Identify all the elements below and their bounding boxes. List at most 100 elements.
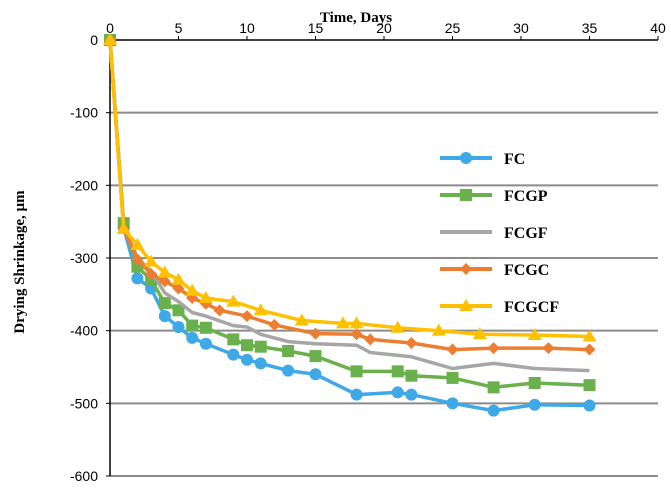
data-point-fcgcf [527,328,542,341]
data-point-fcgcf [130,237,145,250]
data-point-fc [528,398,541,411]
data-point-fcgp [158,297,171,310]
data-point-fc [391,386,404,399]
legend-item-fcgf: FCGF [440,225,548,242]
series-fc [104,34,596,417]
legend-label-fcgf: FCGF [504,225,548,242]
legend-item-fcgp: FCGP [440,188,548,205]
data-point-fcgp [199,321,212,334]
data-point-fcgp [172,304,185,317]
data-point-fcgp [487,381,500,394]
data-point-fcgp [282,345,295,358]
data-point-fc [309,368,322,381]
data-point-fcgcf [431,323,446,336]
x-tick-label: 15 [308,20,324,36]
tick-labels: 0 5 10 15 20 25 30 35 40 0 -100 -200 -300 -400 -500 -60… [70,20,666,484]
y-tick-label: -500 [70,395,98,411]
data-point-fcgp [227,333,240,346]
data-point-fcgcf [472,327,487,340]
x-tick-label: 20 [376,20,392,36]
y-tick-label: 0 [90,32,98,48]
legend-label-fc: FC [504,151,525,168]
data-point-fcgc [145,267,158,280]
data-point-fcgc [405,337,418,350]
x-tick-label: 30 [513,20,529,36]
data-point-fcgcf [253,303,268,316]
x-tick-label: 5 [175,20,183,36]
data-point-fc [446,397,459,410]
data-point-fcgp [446,371,459,384]
legend-marker-fcgcf [459,299,473,311]
data-point-fcgc [131,253,144,266]
data-point-fc [583,399,596,412]
data-point-fcgp [405,369,418,382]
x-tick-label: 25 [445,20,461,36]
legend-item-fcgc: FCGC [440,262,549,279]
x-tick-label: 0 [106,20,114,36]
data-point-fcgcf [171,272,186,285]
legend-item-fc: FC [440,151,525,168]
data-point-fcgc [583,343,596,356]
legend: FC FCGP FCGF FCGC FCGCF [440,151,559,316]
data-point-fcgcf [185,283,200,296]
data-point-fc [254,357,267,370]
data-point-fcgcf [390,320,405,333]
data-point-fcgc [213,304,226,317]
data-point-fcgcf [349,316,364,329]
y-tick-label: -400 [70,323,98,339]
data-point-fcgcf [103,33,117,45]
data-point-fcgcf [582,329,597,342]
data-point-fcgp [309,350,322,363]
data-point-fcgp [186,319,199,332]
data-point-fcgc [309,327,322,340]
x-tick-label: 35 [582,20,598,36]
data-point-fc [172,321,185,334]
data-point-fc [131,272,144,285]
legend-label-fcgc: FCGC [504,262,549,279]
data-point-fcgc [172,282,185,295]
y-tick-label: -200 [70,177,98,193]
legend-marker-fc [460,152,472,164]
data-point-fc [405,388,418,401]
data-point-fc [158,310,171,323]
data-point-fcgc [446,343,459,356]
series-group [103,33,597,417]
x-tick-label: 40 [650,20,666,36]
data-point-fcgp [391,365,404,378]
legend-label-fcgp: FCGP [504,188,548,205]
x-axis-title: Time, Days [320,10,392,26]
data-point-fc [199,337,212,350]
data-point-fcgc [542,342,555,355]
data-point-fcgp [583,379,596,392]
data-point-fc [186,331,199,344]
data-point-fcgc [487,342,500,355]
data-point-fc [350,388,363,401]
series-fcgp [104,34,596,394]
data-point-fcgc [241,310,253,323]
series-fcgcf [103,33,597,342]
data-point-fc [241,353,253,366]
data-point-fcgp [350,365,363,378]
data-point-fcgp [254,340,267,353]
y-tick-label: -100 [70,105,98,121]
data-point-fcgcf [335,316,350,329]
data-point-fc [227,348,240,361]
data-point-fcgc [350,328,363,341]
series-line-fcgf [108,39,590,373]
y-tick-label: -600 [70,468,98,484]
data-point-fcgc [158,275,171,288]
data-point-fcgp [241,339,253,352]
legend-label-fcgcf: FCGCF [504,299,559,316]
gridlines [110,111,658,477]
legend-item-fcgcf: FCGCF [440,299,559,316]
data-point-fcgcf [226,294,241,307]
data-point-fcgc [364,333,377,346]
series-fcgf [108,39,590,373]
data-point-fcgcf [157,265,172,278]
axes [106,36,659,477]
data-point-fcgcf [294,313,309,326]
legend-marker-fcgc [460,263,472,275]
data-point-fc [487,404,500,417]
data-point-fcgp [528,376,541,389]
